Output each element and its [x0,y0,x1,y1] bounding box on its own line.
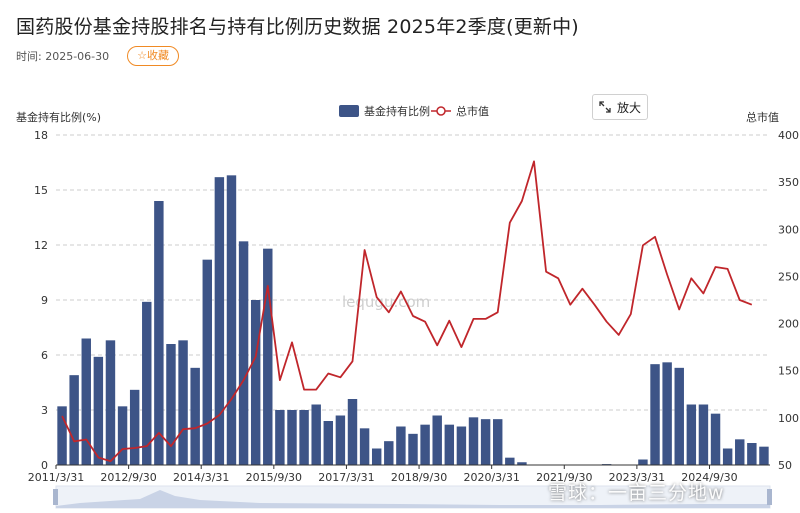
line-series [61,160,753,463]
bar[interactable] [299,410,309,465]
x-tick-label: 2020/3/31 [463,471,519,484]
zoom-button[interactable]: 放大 [592,94,648,120]
bar[interactable] [69,375,79,465]
bar[interactable] [178,340,188,465]
legend-line-label[interactable]: 总市值 [456,104,489,118]
bar[interactable] [250,300,261,465]
bar[interactable] [747,443,757,465]
bar[interactable] [238,241,249,465]
bar[interactable] [468,417,479,465]
bar[interactable] [214,177,225,465]
y-left-tick-label: 6 [41,349,48,362]
y-left-axis-title: 基金持有比例(%) [16,110,101,124]
y-right-tick-label: 400 [778,129,799,142]
legend: 基金持有比例 总市值 [339,104,489,118]
y-right-tick-label: 150 [778,365,799,378]
y-right-tick-label: 350 [778,176,799,189]
bar[interactable] [93,356,104,465]
bar[interactable] [444,424,455,465]
x-tick-label: 2017/3/31 [318,471,374,484]
bar[interactable] [396,426,406,466]
bar[interactable] [698,404,709,466]
bar[interactable] [287,410,297,465]
bar[interactable] [57,406,67,465]
bar[interactable] [722,448,733,466]
x-tick-label: 2021/9/30 [536,471,592,484]
brand-watermark: 雪球：一亩三分地w [548,482,725,504]
bar[interactable] [420,424,430,465]
y-right-tick-label: 50 [778,459,792,472]
axes: 0 3 6 9 12 15 18 50 100 150 200 250 300 350 400 2011/3/… [28,129,799,484]
y-right-tick-label: 200 [778,318,799,331]
bar[interactable] [384,441,394,465]
y-left-tick-label: 9 [41,294,48,307]
x-tick-label: 2024/9/30 [681,471,737,484]
bar-series [57,175,769,466]
bar[interactable] [154,201,164,465]
bar[interactable] [371,448,382,466]
slider-preview [56,490,770,508]
y-right-axis-title: 总市值 [746,110,779,124]
x-tick-label: 2011/3/31 [28,471,84,484]
bar[interactable] [81,338,91,466]
y-right-tick-label: 250 [778,270,799,283]
y-left-tick-label: 18 [34,129,48,142]
bar[interactable] [142,301,152,465]
bar[interactable] [226,175,237,466]
y-left-tick-label: 0 [41,459,48,472]
x-tick-label: 2015/9/30 [246,471,302,484]
bar[interactable] [480,419,491,465]
y-left-tick-label: 3 [41,404,48,417]
x-tick-label: 2018/9/30 [391,471,447,484]
meta-row: 时间: 2025-06-30 ☆收藏 [16,46,180,66]
bar[interactable] [202,259,212,465]
y-right-tick-label: 100 [778,412,799,425]
legend-bar-swatch [339,105,359,117]
bar[interactable] [735,439,745,465]
slider-handle-left[interactable] [53,489,58,505]
bar[interactable] [638,459,648,466]
bar[interactable] [456,426,467,466]
bar[interactable] [517,462,527,465]
bar[interactable] [347,399,358,465]
legend-bar-label[interactable]: 基金持有比例 [364,104,430,118]
x-tick-label: 2012/9/30 [100,471,156,484]
bar[interactable] [432,415,442,466]
bar[interactable] [686,404,697,466]
bar[interactable] [275,410,285,465]
y-left-tick-label: 15 [34,184,48,197]
legend-line-marker [436,106,446,116]
market-cap-line[interactable] [61,160,753,463]
bar[interactable] [263,248,273,465]
bar[interactable] [759,446,769,465]
bar[interactable] [190,367,200,465]
data-zoom-slider[interactable] [53,485,772,509]
x-tick-label: 2014/3/31 [173,471,229,484]
publish-time: 时间: 2025-06-30 [16,50,110,63]
bar[interactable] [359,428,370,465]
bar[interactable] [674,367,684,465]
page-title: 国药股份基金持股排名与持有比例历史数据 2025年2季度(更新中) [16,16,579,38]
y-right-tick-label: 300 [778,223,799,236]
bar[interactable] [650,364,660,465]
bar[interactable] [662,362,672,465]
bar[interactable] [323,421,334,465]
y-left-tick-label: 12 [34,239,48,252]
bar[interactable] [710,413,721,465]
favorite-button[interactable]: ☆收藏 [127,46,180,66]
bar[interactable] [105,340,116,465]
bar[interactable] [492,419,503,465]
bar[interactable] [117,406,128,465]
bar[interactable] [311,404,321,466]
bar[interactable] [166,344,176,465]
bar[interactable] [129,389,140,465]
slider-handle-right[interactable] [767,489,772,505]
bar[interactable] [335,415,346,466]
bar[interactable] [505,457,515,465]
zoom-label: 放大 [616,100,641,115]
x-tick-label: 2023/3/31 [609,471,665,484]
expand-icon [599,101,611,113]
bar[interactable] [408,433,418,465]
